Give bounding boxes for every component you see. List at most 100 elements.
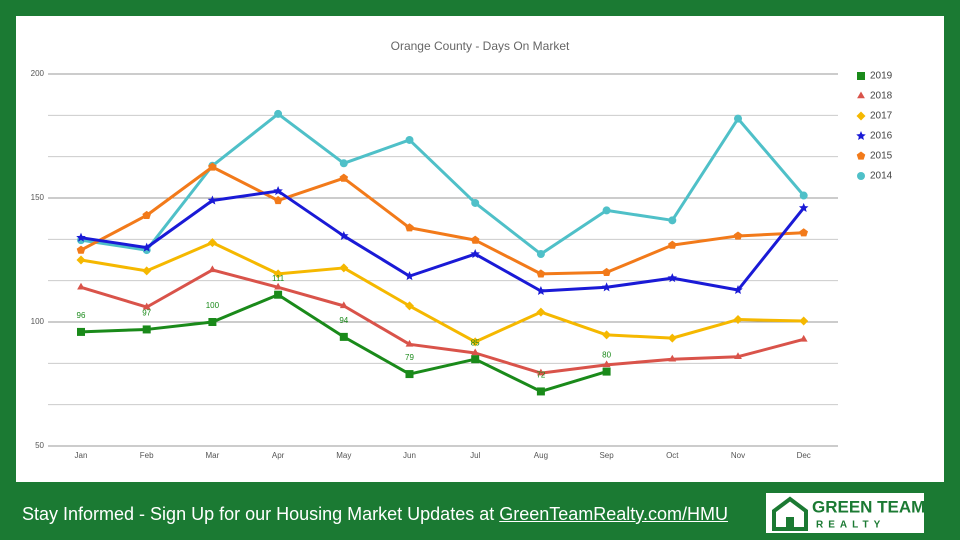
marker <box>602 267 611 277</box>
chart-title: Orange County - Days On Market <box>391 39 570 53</box>
marker <box>602 360 611 368</box>
logo-graphic: GREEN TEAM REALTY <box>772 496 925 531</box>
marker <box>339 301 348 309</box>
marker <box>537 368 545 376</box>
x-tick-label: Jan <box>75 451 88 460</box>
marker <box>602 206 611 215</box>
x-tick-label: Aug <box>534 451 548 460</box>
marker <box>339 230 349 240</box>
marker <box>733 231 743 240</box>
marker <box>339 159 348 168</box>
marker <box>405 339 414 347</box>
marker <box>274 282 282 290</box>
legend-label: 2016 <box>870 131 893 142</box>
x-tick-label: May <box>336 451 351 460</box>
marker <box>142 325 151 334</box>
marker <box>76 245 86 254</box>
marker <box>536 269 546 278</box>
legend-marker <box>856 151 866 160</box>
marker <box>207 195 218 205</box>
marker <box>733 315 743 325</box>
marker <box>668 216 677 225</box>
marker <box>668 240 677 249</box>
data-label: 111 <box>272 274 285 283</box>
marker <box>470 337 480 347</box>
marker <box>142 302 151 310</box>
marker <box>405 370 414 379</box>
marker <box>339 332 348 341</box>
marker <box>471 355 480 364</box>
marker <box>536 286 546 296</box>
marker <box>208 318 217 326</box>
marker <box>274 109 283 118</box>
marker <box>734 114 742 123</box>
marker <box>405 223 414 232</box>
x-tick-label: Sep <box>599 451 614 460</box>
legend-label: 2014 <box>870 171 893 182</box>
series-line <box>80 189 805 293</box>
series-line <box>80 241 804 344</box>
marker <box>536 307 546 317</box>
x-tick-label: Apr <box>272 451 285 460</box>
marker <box>470 235 480 244</box>
marker <box>77 327 85 336</box>
marker <box>799 334 808 342</box>
marker <box>405 301 414 311</box>
logo-line1: GREEN TEAM <box>812 497 924 516</box>
legend-marker <box>857 91 865 99</box>
y-tick-label: 100 <box>31 317 45 326</box>
x-tick-label: Dec <box>797 451 811 460</box>
marker <box>733 285 743 295</box>
data-label: 85 <box>471 338 480 347</box>
x-tick-label: Jun <box>403 451 416 460</box>
marker <box>273 269 283 279</box>
chart: Orange County - Days On Market 50 100 150 2… <box>16 16 944 482</box>
footer: Stay Informed - Sign Up for our Housing … <box>22 504 728 525</box>
data-label: 80 <box>602 351 611 360</box>
legend-marker <box>857 72 865 80</box>
marker <box>471 348 480 356</box>
marker <box>76 255 86 265</box>
marker <box>208 265 217 273</box>
marker <box>668 354 677 362</box>
marker <box>602 367 611 376</box>
logo-door <box>786 517 794 529</box>
marker <box>405 135 414 144</box>
x-tick-label: Jul <box>470 451 480 460</box>
marker <box>470 249 480 259</box>
marker <box>602 330 612 340</box>
data-label: 94 <box>339 316 348 325</box>
marker <box>799 316 809 326</box>
x-tick-label: Nov <box>731 451 745 460</box>
marker <box>142 210 151 220</box>
marker <box>76 232 86 242</box>
logo: GREEN TEAM REALTY <box>766 493 925 533</box>
marker <box>77 282 85 290</box>
footer-text: Stay Informed - Sign Up for our Housing … <box>22 504 500 524</box>
marker <box>339 173 349 182</box>
legend-marker <box>856 111 866 121</box>
y-tick-label: 200 <box>31 69 45 78</box>
marker <box>798 202 809 212</box>
marker <box>273 195 283 205</box>
marker <box>536 387 545 396</box>
marker <box>142 266 152 276</box>
marker <box>274 290 283 299</box>
marker <box>471 198 480 207</box>
marker <box>339 263 349 273</box>
logo-line2: REALTY <box>816 520 885 531</box>
marker <box>404 271 415 281</box>
chart-panel <box>16 16 944 482</box>
legend-label: 2018 <box>870 91 893 102</box>
legend-label: 2019 <box>870 71 893 82</box>
footer-link[interactable]: GreenTeamRealty.com/HMU <box>499 504 728 524</box>
data-label: 100 <box>206 301 220 310</box>
marker <box>207 238 217 248</box>
x-tick-label: Feb <box>140 451 154 460</box>
legend-label: 2017 <box>870 111 893 122</box>
series-line <box>80 112 805 256</box>
marker <box>734 352 742 359</box>
x-tick-label: Oct <box>666 451 679 460</box>
y-tick-label: 150 <box>31 193 45 202</box>
